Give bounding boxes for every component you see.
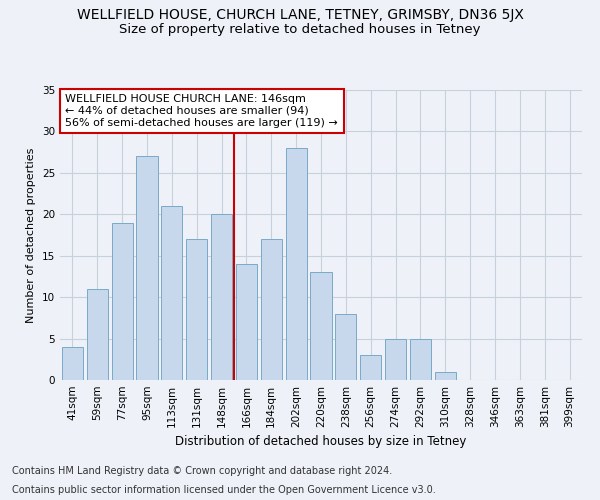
X-axis label: Distribution of detached houses by size in Tetney: Distribution of detached houses by size … — [175, 436, 467, 448]
Bar — [435, 372, 456, 380]
Text: Contains HM Land Registry data © Crown copyright and database right 2024.: Contains HM Land Registry data © Crown c… — [12, 466, 392, 476]
Bar — [62, 347, 83, 380]
Bar — [236, 264, 257, 380]
Bar — [87, 289, 108, 380]
Text: WELLFIELD HOUSE CHURCH LANE: 146sqm
← 44% of detached houses are smaller (94)
56: WELLFIELD HOUSE CHURCH LANE: 146sqm ← 44… — [65, 94, 338, 128]
Bar — [385, 338, 406, 380]
Y-axis label: Number of detached properties: Number of detached properties — [26, 148, 37, 322]
Bar — [310, 272, 332, 380]
Bar — [360, 355, 381, 380]
Text: Contains public sector information licensed under the Open Government Licence v3: Contains public sector information licen… — [12, 485, 436, 495]
Bar — [335, 314, 356, 380]
Bar — [136, 156, 158, 380]
Bar — [112, 222, 133, 380]
Bar — [261, 239, 282, 380]
Bar — [286, 148, 307, 380]
Bar — [186, 239, 207, 380]
Text: WELLFIELD HOUSE, CHURCH LANE, TETNEY, GRIMSBY, DN36 5JX: WELLFIELD HOUSE, CHURCH LANE, TETNEY, GR… — [77, 8, 523, 22]
Text: Size of property relative to detached houses in Tetney: Size of property relative to detached ho… — [119, 22, 481, 36]
Bar — [410, 338, 431, 380]
Bar — [211, 214, 232, 380]
Bar — [161, 206, 182, 380]
